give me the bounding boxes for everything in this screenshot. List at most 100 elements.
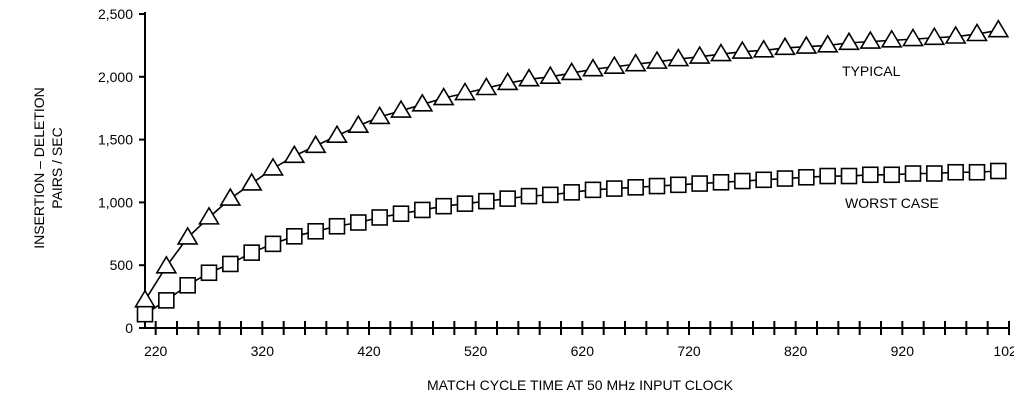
square-marker: [883, 166, 900, 184]
square-marker: [350, 214, 367, 231]
square-marker: [776, 170, 794, 187]
triangle-marker: [368, 105, 391, 125]
x-tick-label: 920: [891, 343, 915, 359]
x-tick-label: 520: [464, 343, 488, 359]
triangle-marker: [198, 206, 220, 225]
square-marker: [947, 163, 964, 181]
series-typical: [134, 19, 1010, 308]
triangle-marker: [432, 86, 455, 106]
triangle-marker: [155, 255, 178, 274]
y-axis-label-line-1: INSERTION – DELETION: [31, 87, 47, 249]
square-marker: [158, 292, 175, 309]
y-tick-label: 2,000: [98, 69, 133, 85]
square-marker: [862, 166, 879, 184]
square-marker: [990, 162, 1007, 180]
square-marker: [392, 205, 410, 223]
x-tick-label: 620: [571, 343, 595, 359]
ticks: 0 500 1,000 1,500 2,000 2,500 220 320 420 520 620 7…: [98, 6, 1014, 359]
x-tick-label: 720: [677, 343, 701, 359]
square-marker: [542, 186, 559, 204]
square-marker: [200, 264, 218, 282]
x-tick-label: 420: [357, 343, 381, 359]
triangle-marker: [518, 68, 540, 87]
triangle-marker: [646, 50, 668, 69]
series-label-worst-case: WORST CASE: [845, 195, 939, 211]
x-tick-label: 220: [144, 343, 168, 359]
triangle-marker: [816, 34, 839, 53]
triangle-marker: [134, 289, 156, 308]
square-marker: [798, 168, 815, 186]
square-marker: [755, 171, 772, 189]
triangle-marker: [667, 48, 690, 67]
triangle-marker: [326, 124, 348, 144]
square-marker: [456, 195, 474, 212]
labels: INSERTION – DELETION PAIRS / SEC MATCH C…: [31, 63, 939, 393]
square-marker: [136, 305, 154, 323]
triangle-marker: [731, 40, 754, 59]
square-marker: [222, 255, 239, 273]
triangle-marker: [752, 39, 775, 58]
triangle-marker: [688, 45, 711, 64]
triangle-marker: [219, 187, 242, 206]
triangle-marker: [880, 29, 903, 48]
triangle-marker: [987, 19, 1010, 38]
triangle-marker: [582, 58, 604, 77]
square-marker: [627, 179, 644, 196]
triangle-marker: [838, 31, 860, 51]
series: [134, 19, 1010, 323]
square-marker: [712, 174, 730, 191]
square-marker: [243, 244, 260, 261]
triangle-marker: [859, 30, 882, 49]
triangle-marker: [262, 157, 284, 176]
square-marker: [414, 201, 431, 219]
square-marker: [840, 167, 858, 185]
square-marker: [606, 180, 623, 197]
series-worst-case: [136, 162, 1007, 323]
series-label-typical: TYPICAL: [842, 63, 901, 79]
triangle-marker: [496, 71, 519, 91]
triangle-marker: [795, 35, 818, 54]
triangle-marker: [966, 22, 988, 42]
triangle-marker: [624, 53, 647, 72]
square-marker: [179, 276, 196, 294]
triangle-marker: [240, 172, 263, 191]
square-marker: [371, 209, 388, 226]
square-marker: [734, 172, 751, 190]
triangle-marker: [475, 76, 498, 96]
square-marker: [264, 235, 282, 253]
y-tick-label: 1,500: [98, 132, 133, 148]
square-marker: [563, 184, 580, 201]
triangle-marker: [283, 144, 306, 164]
square-marker: [478, 192, 495, 210]
square-marker: [307, 222, 324, 240]
x-tick-label: 1020: [993, 343, 1014, 359]
triangle-marker: [560, 61, 583, 81]
y-tick-label: 1,000: [98, 194, 133, 210]
square-marker: [819, 167, 836, 185]
y-tick-label: 0: [125, 320, 133, 336]
square-marker: [520, 187, 538, 205]
square-marker: [670, 176, 687, 194]
square-marker: [648, 177, 666, 195]
square-marker: [499, 190, 516, 207]
triangle-marker: [411, 93, 434, 112]
triangle-marker: [176, 226, 199, 245]
axes: [144, 12, 1009, 329]
square-marker: [968, 163, 986, 181]
triangle-marker: [774, 36, 796, 56]
x-axis-label: MATCH CYCLE TIME AT 50 MHz INPUT CLOCK: [427, 377, 734, 393]
triangle-marker: [539, 65, 562, 84]
triangle-marker: [347, 114, 370, 133]
triangle-marker: [390, 99, 412, 118]
square-marker: [286, 228, 303, 245]
triangle-marker: [710, 43, 732, 62]
square-marker: [691, 175, 708, 192]
square-marker: [584, 181, 602, 199]
y-tick-label: 500: [110, 257, 134, 273]
square-marker: [926, 165, 943, 182]
triangle-marker: [902, 27, 924, 47]
y-axis-label-line-2: PAIRS / SEC: [49, 127, 65, 208]
square-marker: [328, 217, 346, 235]
square-marker: [435, 197, 452, 215]
